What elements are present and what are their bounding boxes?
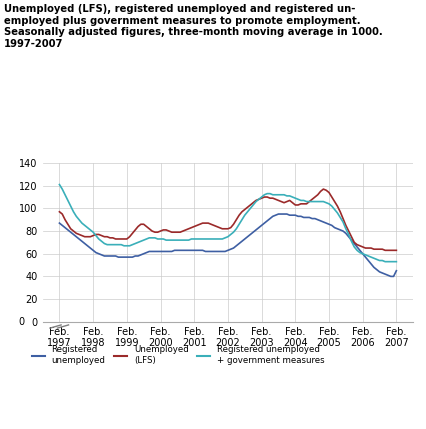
Text: 0: 0	[18, 317, 24, 327]
Legend: Registered
unemployed, Unemployed
(LFS), Registered unemployed
+ government meas: Registered unemployed, Unemployed (LFS),…	[29, 342, 328, 368]
Text: Unemployed (LFS), registered unemployed and registered un-
employed plus governm: Unemployed (LFS), registered unemployed …	[4, 4, 383, 49]
